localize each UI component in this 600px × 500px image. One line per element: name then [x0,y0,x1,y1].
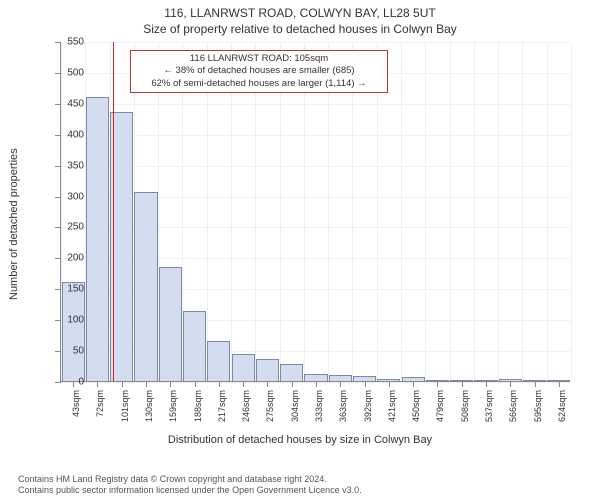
gridline-h [61,135,570,136]
x-tick [510,381,511,387]
gridline-h [61,42,570,43]
gridline-v [522,42,523,381]
histogram-bar [547,380,570,381]
x-tick-label: 217sqm [217,390,227,422]
histogram-bar [232,354,255,381]
histogram-bar [474,380,497,381]
histogram-bar [207,341,230,381]
gridline-h [61,104,570,105]
y-tick-label: 250 [44,222,84,233]
gridline-v [547,42,548,381]
x-tick-label: 43sqm [71,390,81,417]
y-tick-label: 0 [44,377,84,388]
histogram-bar [499,379,522,381]
x-tick [389,381,390,387]
x-tick-label: 450sqm [411,390,421,422]
histogram-bar [304,374,327,381]
histogram-bar [62,282,85,381]
y-tick-label: 100 [44,315,84,326]
x-tick [97,381,98,387]
footer-attribution: Contains HM Land Registry data © Crown c… [18,474,362,497]
annotation-line-1: 116 LLANRWST ROAD: 105sqm [137,53,381,65]
x-tick-label: 130sqm [144,390,154,422]
property-marker-line [113,42,114,381]
x-tick-label: 363sqm [338,390,348,422]
histogram-bar [256,359,279,381]
y-tick-label: 50 [44,346,84,357]
histogram-bar [426,380,449,381]
x-tick [316,381,317,387]
x-tick [122,381,123,387]
histogram-bar [183,311,206,381]
x-tick [243,381,244,387]
histogram-bar [159,267,182,381]
annotation-box: 116 LLANRWST ROAD: 105sqm ← 38% of detac… [130,50,388,93]
y-tick-label: 350 [44,160,84,171]
x-tick-label: 508sqm [460,390,470,422]
histogram-bar [134,192,157,381]
x-tick-label: 392sqm [363,390,373,422]
histogram-bar [280,364,303,381]
x-tick-label: 101sqm [120,390,130,422]
x-tick-label: 275sqm [265,390,275,422]
x-tick [292,381,293,387]
y-tick-label: 150 [44,284,84,295]
x-tick [365,381,366,387]
x-tick-label: 188sqm [193,390,203,422]
chart-title-main: 116, LLANRWST ROAD, COLWYN BAY, LL28 5UT [0,0,600,20]
y-tick-label: 300 [44,191,84,202]
x-tick-label: 479sqm [435,390,445,422]
x-tick-label: 537sqm [484,390,494,422]
gridline-v [498,42,499,381]
x-tick [170,381,171,387]
x-tick-label: 566sqm [508,390,518,422]
x-tick-label: 624sqm [557,390,567,422]
x-tick [219,381,220,387]
gridline-v [401,42,402,381]
x-tick [462,381,463,387]
x-tick [486,381,487,387]
histogram-bar [523,380,546,381]
y-tick-label: 500 [44,67,84,78]
x-tick-label: 246sqm [241,390,251,422]
y-axis-title: Number of detached properties [8,148,20,300]
x-tick [535,381,536,387]
x-tick-label: 159sqm [168,390,178,422]
x-tick [437,381,438,387]
annotation-line-3: 62% of semi-detached houses are larger (… [137,78,381,90]
histogram-bar [450,380,473,381]
y-tick-label: 550 [44,37,84,48]
y-tick-label: 400 [44,129,84,140]
x-tick-label: 595sqm [533,390,543,422]
x-tick [195,381,196,387]
y-tick-label: 450 [44,98,84,109]
gridline-v [474,42,475,381]
annotation-line-2: ← 38% of detached houses are smaller (68… [137,65,381,77]
x-tick [559,381,560,387]
gridline-h [61,166,570,167]
x-tick [146,381,147,387]
gridline-v [571,42,572,381]
histogram-bar [86,97,109,381]
x-tick-label: 304sqm [290,390,300,422]
x-tick [413,381,414,387]
footer-line-1: Contains HM Land Registry data © Crown c… [18,474,362,485]
x-tick [340,381,341,387]
histogram-bar [353,376,376,381]
gridline-v [425,42,426,381]
histogram-bar [377,379,400,381]
x-tick [267,381,268,387]
footer-line-2: Contains public sector information licen… [18,485,362,496]
chart-title-sub: Size of property relative to detached ho… [0,20,600,40]
x-tick-label: 333sqm [314,390,324,422]
histogram-bar [402,377,425,381]
histogram-bar [329,375,352,381]
x-tick-label: 421sqm [387,390,397,422]
gridline-v [450,42,451,381]
x-tick-label: 72sqm [95,390,105,417]
x-axis-title: Distribution of detached houses by size … [0,434,600,446]
y-tick-label: 200 [44,253,84,264]
